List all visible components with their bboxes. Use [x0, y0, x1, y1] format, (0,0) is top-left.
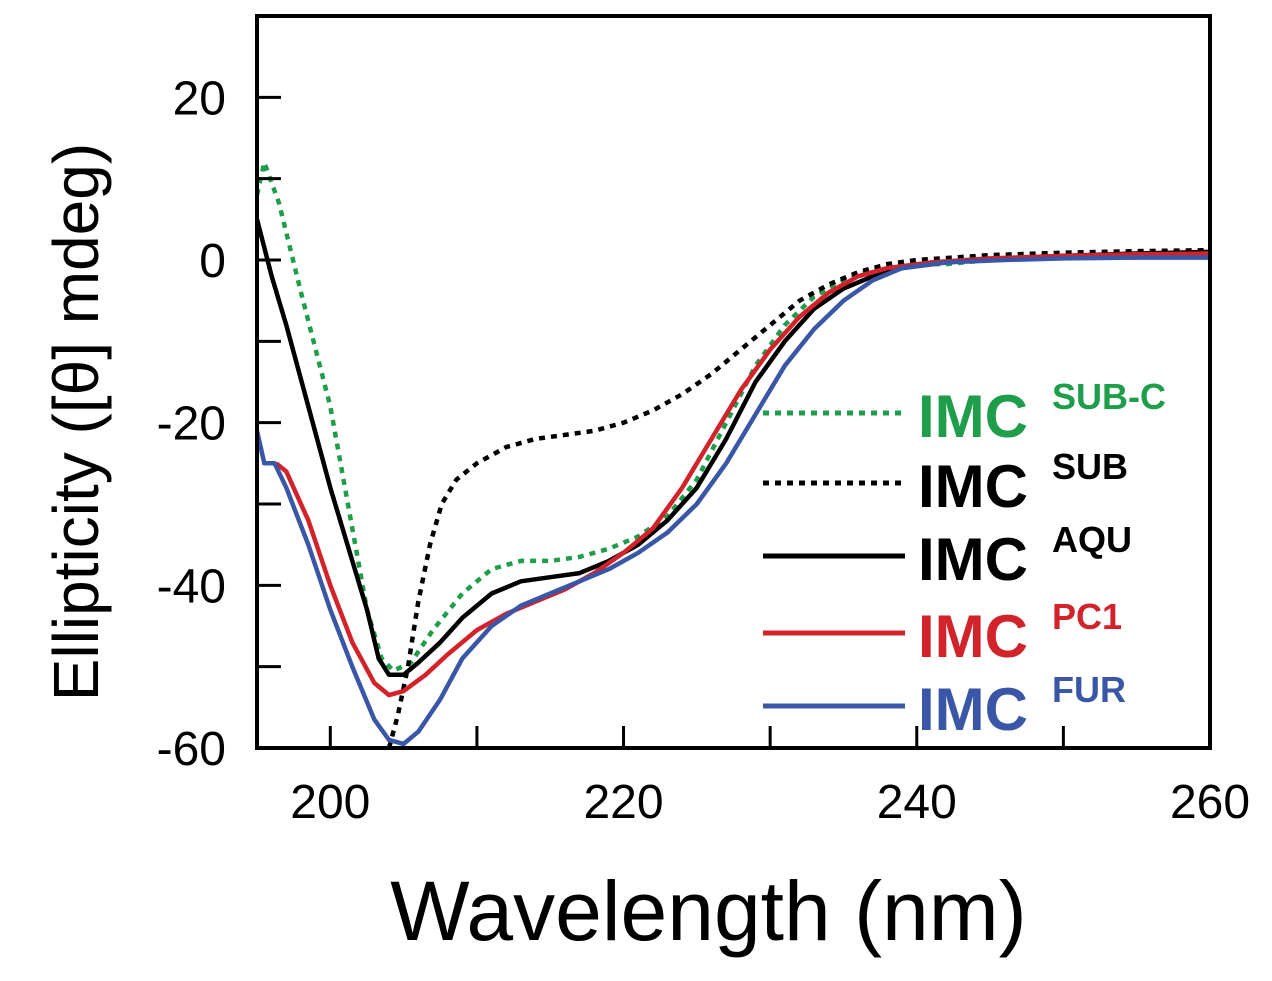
- x-tick-label: 260: [1170, 776, 1250, 829]
- series-line-fur: [257, 255, 1210, 747]
- legend-label: IMC: [918, 676, 1028, 743]
- y-tick-label: 0: [199, 235, 226, 288]
- y-axis-title: Ellipticity ([θ] mdeg): [40, 143, 112, 701]
- legend-label: IMC: [918, 383, 1028, 450]
- y-tick-label: -20: [157, 398, 226, 451]
- y-tick-label: -40: [157, 560, 226, 613]
- legend-item-sub-c: IMC SUB-C: [763, 376, 1166, 450]
- y-tick-label: 20: [173, 72, 226, 125]
- legend-label: IMC: [918, 526, 1028, 593]
- legend: IMC SUB-C IMC SUB IMC AQU IMC PC1 IMC FUR: [763, 376, 1166, 743]
- series-line-pc1: [274, 251, 1210, 698]
- series-layer: [257, 160, 1210, 748]
- legend-label: IMC: [918, 453, 1028, 520]
- x-tick-label: 240: [877, 776, 957, 829]
- legend-label-superscript: AQU: [1052, 519, 1132, 560]
- x-axis: 200 220 240 260: [290, 726, 1250, 829]
- legend-label-superscript: SUB: [1052, 446, 1128, 487]
- legend-label-superscript: PC1: [1052, 596, 1122, 637]
- x-axis-title: Wavelength (nm): [390, 864, 1026, 958]
- x-tick-label: 200: [290, 776, 370, 829]
- series-line-sub-c: [257, 160, 1210, 673]
- plot-frame: [255, 14, 1212, 750]
- legend-label-superscript: FUR: [1052, 669, 1126, 710]
- legend-item-sub: IMC SUB: [763, 446, 1128, 520]
- legend-item-fur: IMC FUR: [763, 669, 1126, 743]
- y-axis: 20 0 -20 -40 -60: [157, 72, 281, 776]
- legend-label: IMC: [918, 603, 1028, 670]
- legend-item-aqu: IMC AQU: [763, 519, 1132, 593]
- legend-label-superscript: SUB-C: [1052, 376, 1166, 417]
- legend-item-pc1: IMC PC1: [763, 596, 1122, 670]
- series-line-sub: [386, 247, 1210, 748]
- x-tick-label: 220: [583, 776, 663, 829]
- y-tick-label: -60: [157, 723, 226, 776]
